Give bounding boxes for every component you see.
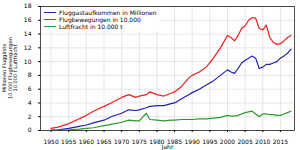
svg-text:0: 0 [28, 126, 32, 133]
svg-text:1960: 1960 [79, 138, 94, 145]
html-text:Fluggastaufkommen in Millionen: Fluggastaufkommen in Millionen [59, 9, 157, 16]
svg-text:2005: 2005 [237, 138, 252, 145]
svg-text:18: 18 [24, 2, 32, 9]
svg-text:8: 8 [28, 71, 32, 78]
svg-text:1965: 1965 [96, 138, 111, 145]
svg-text:2: 2 [28, 113, 32, 120]
svg-text:4: 4 [28, 99, 32, 106]
html-text:Flugbewegungen in 10.000: Flugbewegungen in 10.000 [59, 16, 141, 23]
svg-text:2000: 2000 [220, 138, 235, 145]
svg-text:1950: 1950 [43, 138, 58, 145]
svg-text:12: 12 [24, 44, 32, 51]
svg-text:1970: 1970 [114, 138, 129, 145]
svg-text:14: 14 [24, 30, 32, 37]
svg-text:Jahr: Jahr [161, 143, 174, 150]
svg-text:1995: 1995 [202, 138, 217, 145]
svg-text:1975: 1975 [132, 138, 147, 145]
svg-text:1955: 1955 [61, 138, 76, 145]
svg-text:6: 6 [28, 85, 32, 92]
svg-text:2015: 2015 [273, 138, 288, 145]
html-text:Luftfracht in 10.000 t: Luftfracht in 10.000 t [59, 23, 123, 30]
svg-text:10: 10 [24, 58, 32, 65]
html-text:1980 1985: 1980 1985 [149, 137, 183, 145]
svg-text:Millionen Fluggäste10.000 Flug: Millionen Fluggäste10.000 Flugbewegungen… [1, 37, 18, 99]
svg-text:2010: 2010 [255, 138, 270, 145]
svg-text:16: 16 [24, 16, 32, 23]
svg-text:1990: 1990 [185, 138, 200, 145]
